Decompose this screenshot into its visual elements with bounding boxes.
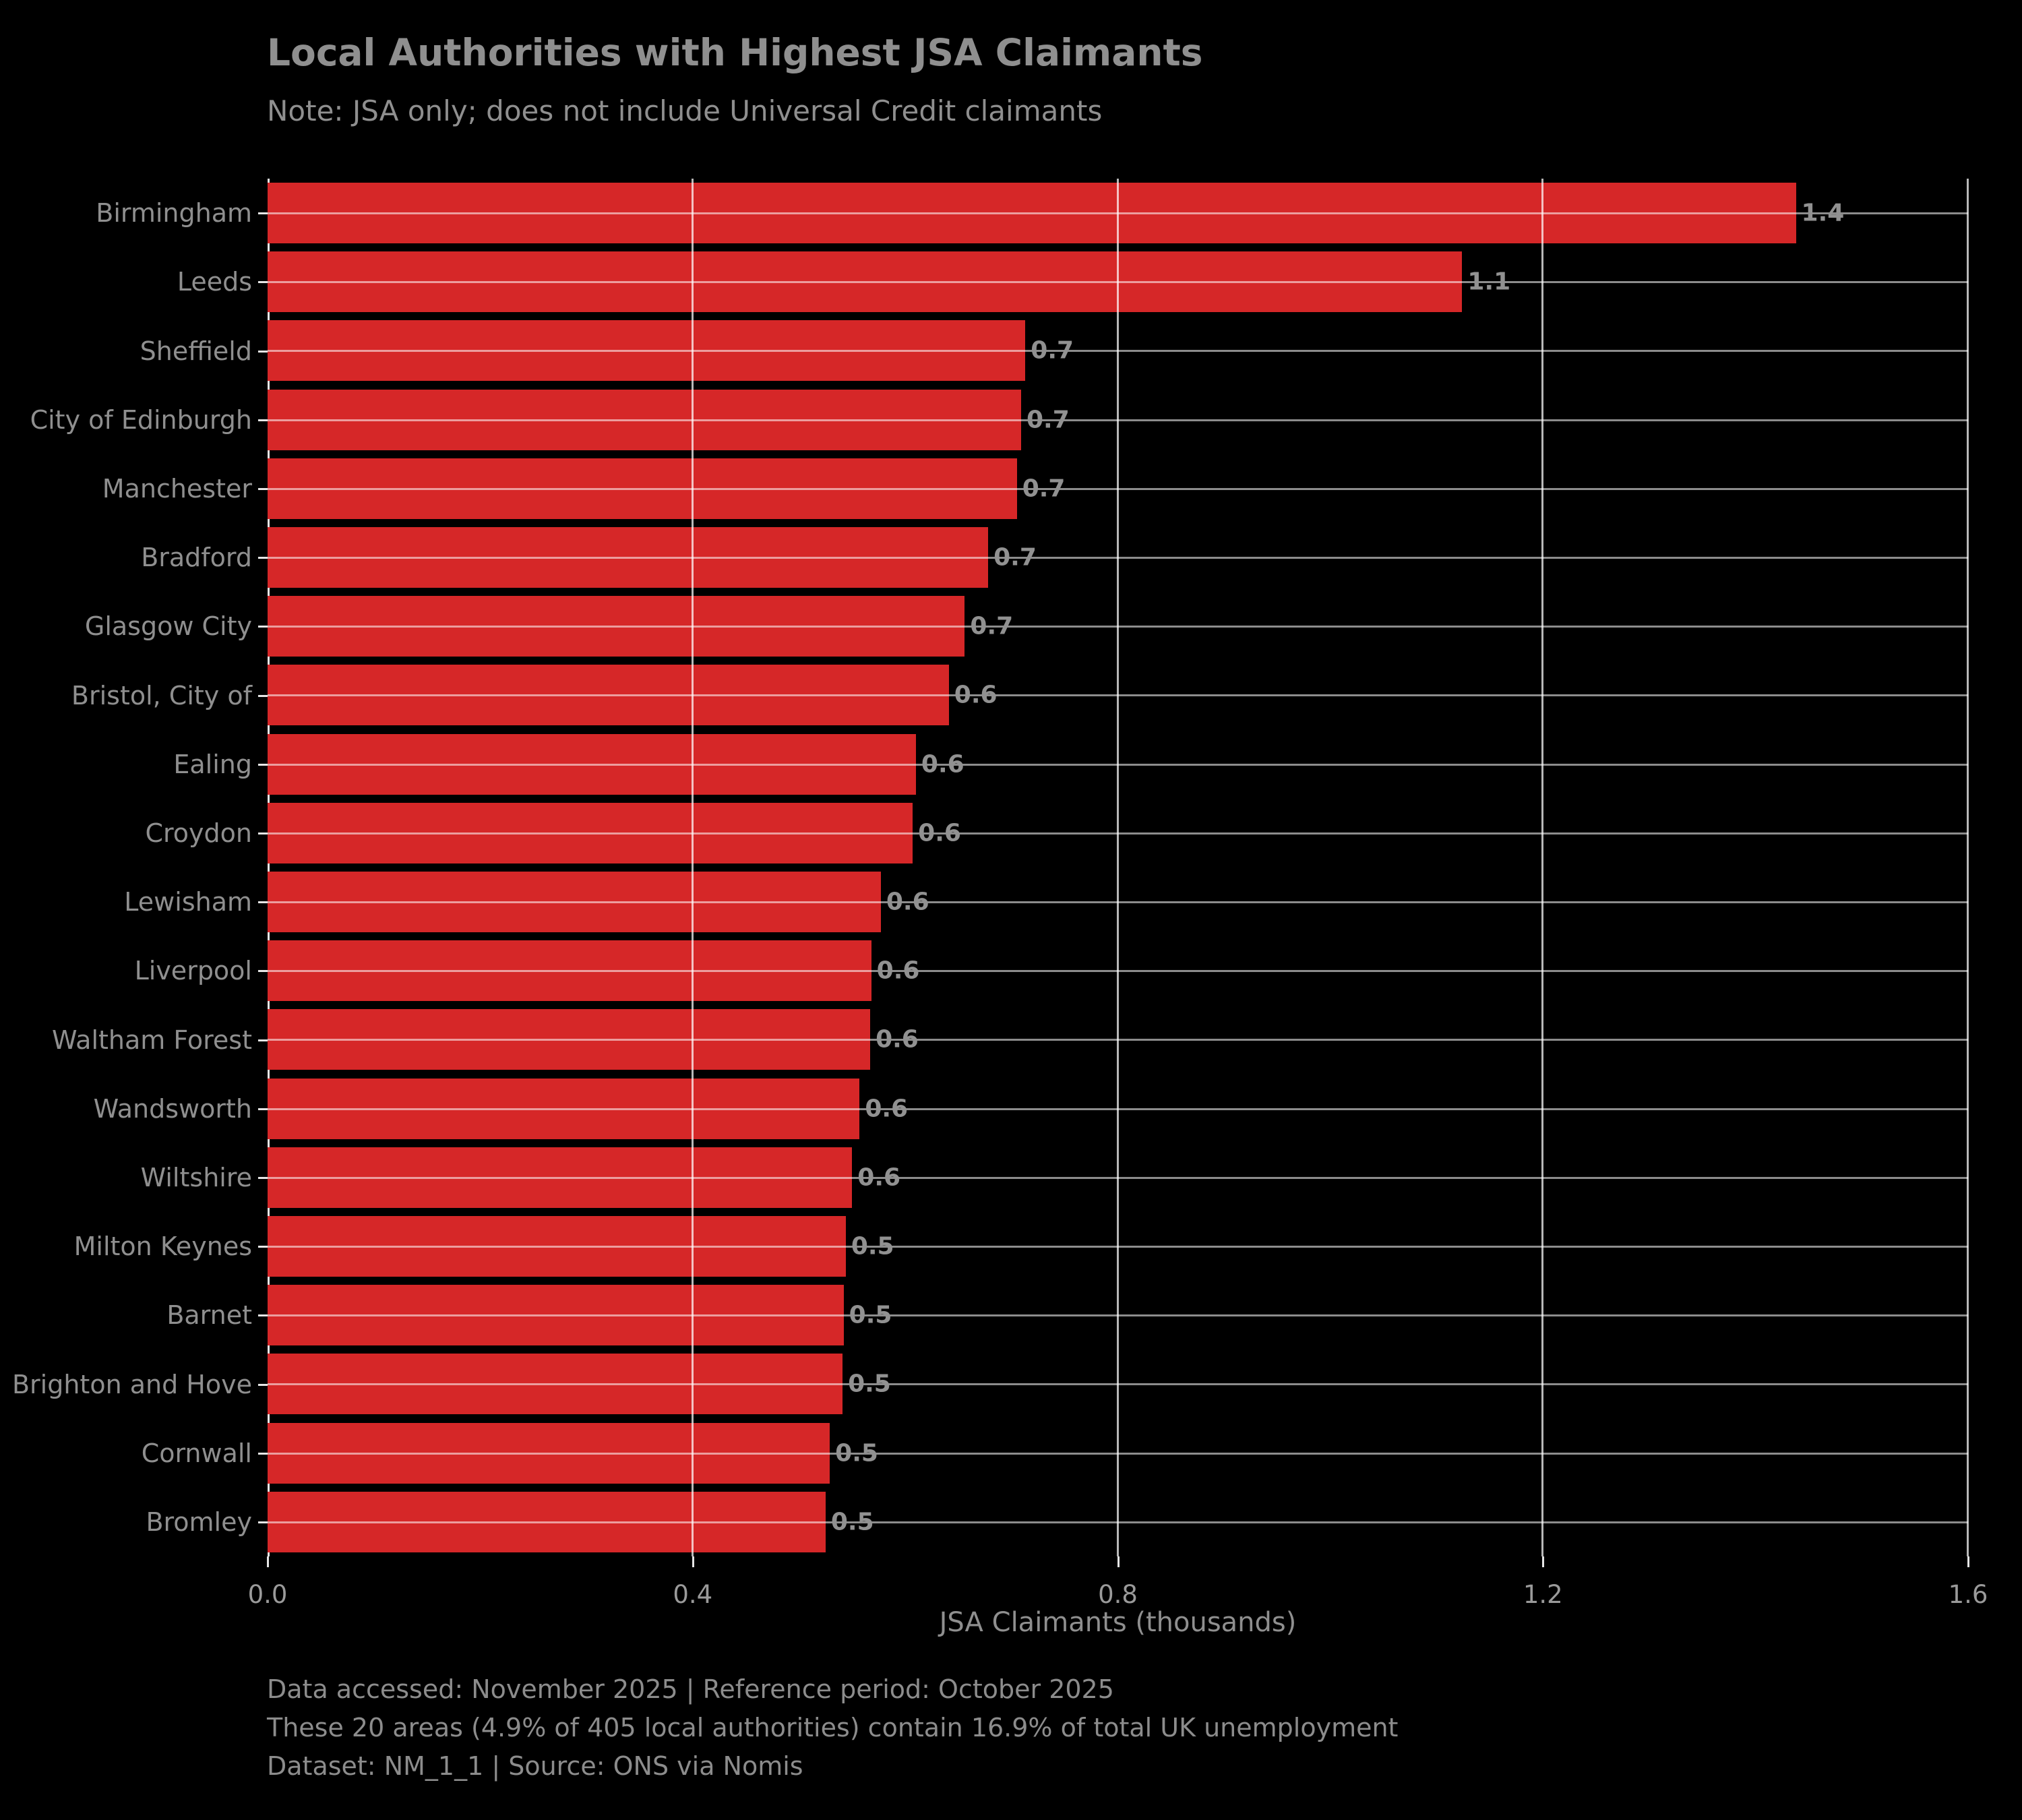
y-tick-label: Glasgow City — [84, 611, 252, 642]
chart-title: Local Authorities with Highest JSA Claim… — [267, 31, 1203, 74]
bar-row: 1.4 — [268, 179, 1968, 247]
footer: Data accessed: November 2025 | Reference… — [267, 1670, 1398, 1786]
bar-value-label: 0.6 — [876, 957, 920, 985]
plot-area: 1.4 1.1 0.7 0.7 0.7 0.7 0.7 0.6 0.6 0.6 0.6 0.6 0.6 0… — [268, 179, 1969, 1556]
footer-line: Dataset: NM_1_1 | Source: ONS via Nomis — [267, 1751, 803, 1781]
bar-value-label: 0.5 — [830, 1508, 874, 1536]
y-tick-label: City of Edinburgh — [30, 404, 252, 435]
y-tick — [258, 832, 268, 835]
bar-value-label: 0.6 — [876, 1025, 919, 1054]
x-tick — [1967, 1556, 1969, 1567]
bar-value-label: 0.6 — [886, 888, 929, 916]
y-tick — [258, 1039, 268, 1041]
bar-value-label: 0.6 — [857, 1163, 901, 1192]
bar-value-label: 0.5 — [848, 1370, 891, 1398]
y-tick — [258, 487, 268, 490]
bar-value-label: 0.6 — [954, 681, 998, 709]
bar-value-label: 0.6 — [921, 750, 964, 779]
y-tick — [258, 970, 268, 973]
x-tick — [1117, 1556, 1120, 1567]
bar-value-label: 0.6 — [918, 819, 961, 847]
y-tick — [258, 626, 268, 628]
x-tick — [1542, 1556, 1545, 1567]
y-tick-label: Bristol, City of — [71, 680, 252, 710]
footer-line: Data accessed: November 2025 | Reference… — [267, 1674, 1114, 1704]
y-tick — [258, 1246, 268, 1248]
y-tick — [258, 557, 268, 559]
y-tick-label: Birmingham — [96, 198, 252, 229]
y-tick-label: Leeds — [177, 267, 252, 297]
bar-value-label: 0.7 — [1031, 336, 1074, 365]
bar-value-label: 1.1 — [1467, 268, 1511, 296]
x-tick-label: 0.0 — [247, 1580, 288, 1609]
bar-row: 0.5 — [268, 1349, 1968, 1418]
y-tick-label: Bromley — [146, 1507, 252, 1537]
y-tick — [258, 419, 268, 421]
y-tick — [258, 1314, 268, 1317]
y-tick — [258, 1108, 268, 1110]
y-tick — [258, 901, 268, 904]
y-tick-label: Cornwall — [141, 1438, 252, 1468]
bar-value-label: 0.7 — [1022, 475, 1066, 503]
v-gridline — [1967, 179, 1969, 1556]
x-tick — [692, 1556, 694, 1567]
y-tick — [258, 1452, 268, 1455]
x-axis-title: JSA Claimants (thousands) — [939, 1607, 1297, 1638]
y-tick — [258, 763, 268, 766]
footer-line: These 20 areas (4.9% of 405 local author… — [267, 1713, 1399, 1742]
x-tick-label: 0.8 — [1098, 1580, 1138, 1609]
y-tick-label: Bradford — [141, 543, 252, 573]
bar-row: 0.7 — [268, 523, 1968, 592]
x-tick — [267, 1556, 269, 1567]
x-tick-label: 1.2 — [1523, 1580, 1563, 1609]
y-tick — [258, 1176, 268, 1179]
bar-value-label: 1.4 — [1801, 199, 1845, 227]
y-tick-label: Manchester — [102, 473, 252, 504]
y-tick-label: Ealing — [173, 749, 252, 779]
bar-value-label: 0.6 — [865, 1095, 909, 1123]
v-gridline — [1541, 179, 1544, 1556]
y-tick-label: Milton Keynes — [73, 1232, 252, 1262]
bar-value-label: 0.7 — [1027, 406, 1070, 434]
y-tick-label: Croydon — [145, 818, 252, 848]
y-tick-label: Wandsworth — [93, 1093, 252, 1124]
x-tick-label: 0.4 — [673, 1580, 713, 1609]
y-tick-label: Barnet — [166, 1300, 252, 1331]
chart-subtitle: Note: JSA only; does not include Univers… — [267, 94, 1103, 127]
y-tick — [258, 694, 268, 697]
bar-value-label: 0.5 — [851, 1232, 894, 1261]
v-gridline — [1116, 179, 1119, 1556]
y-tick-label: Waltham Forest — [52, 1025, 252, 1055]
y-tick-label: Brighton and Hove — [11, 1369, 252, 1399]
bar-row: 0.7 — [268, 592, 1968, 661]
y-tick — [258, 212, 268, 215]
bar-value-label: 0.5 — [849, 1301, 892, 1329]
y-tick-label: Sheffield — [140, 336, 252, 366]
bar-value-label: 0.7 — [970, 612, 1014, 640]
y-tick — [258, 350, 268, 353]
y-tick-label: Wiltshire — [140, 1162, 252, 1192]
y-tick-label: Liverpool — [134, 956, 252, 986]
bar-value-label: 0.5 — [835, 1439, 878, 1467]
y-tick — [258, 1383, 268, 1386]
bar-row: 0.7 — [268, 386, 1968, 454]
bar-value-label: 0.7 — [993, 543, 1037, 572]
y-tick — [258, 1521, 268, 1523]
y-tick-label: Lewisham — [124, 887, 252, 917]
x-tick-label: 1.6 — [1948, 1580, 1988, 1609]
y-axis-spine — [268, 179, 270, 1556]
y-tick — [258, 281, 268, 284]
v-gridline — [691, 179, 694, 1556]
